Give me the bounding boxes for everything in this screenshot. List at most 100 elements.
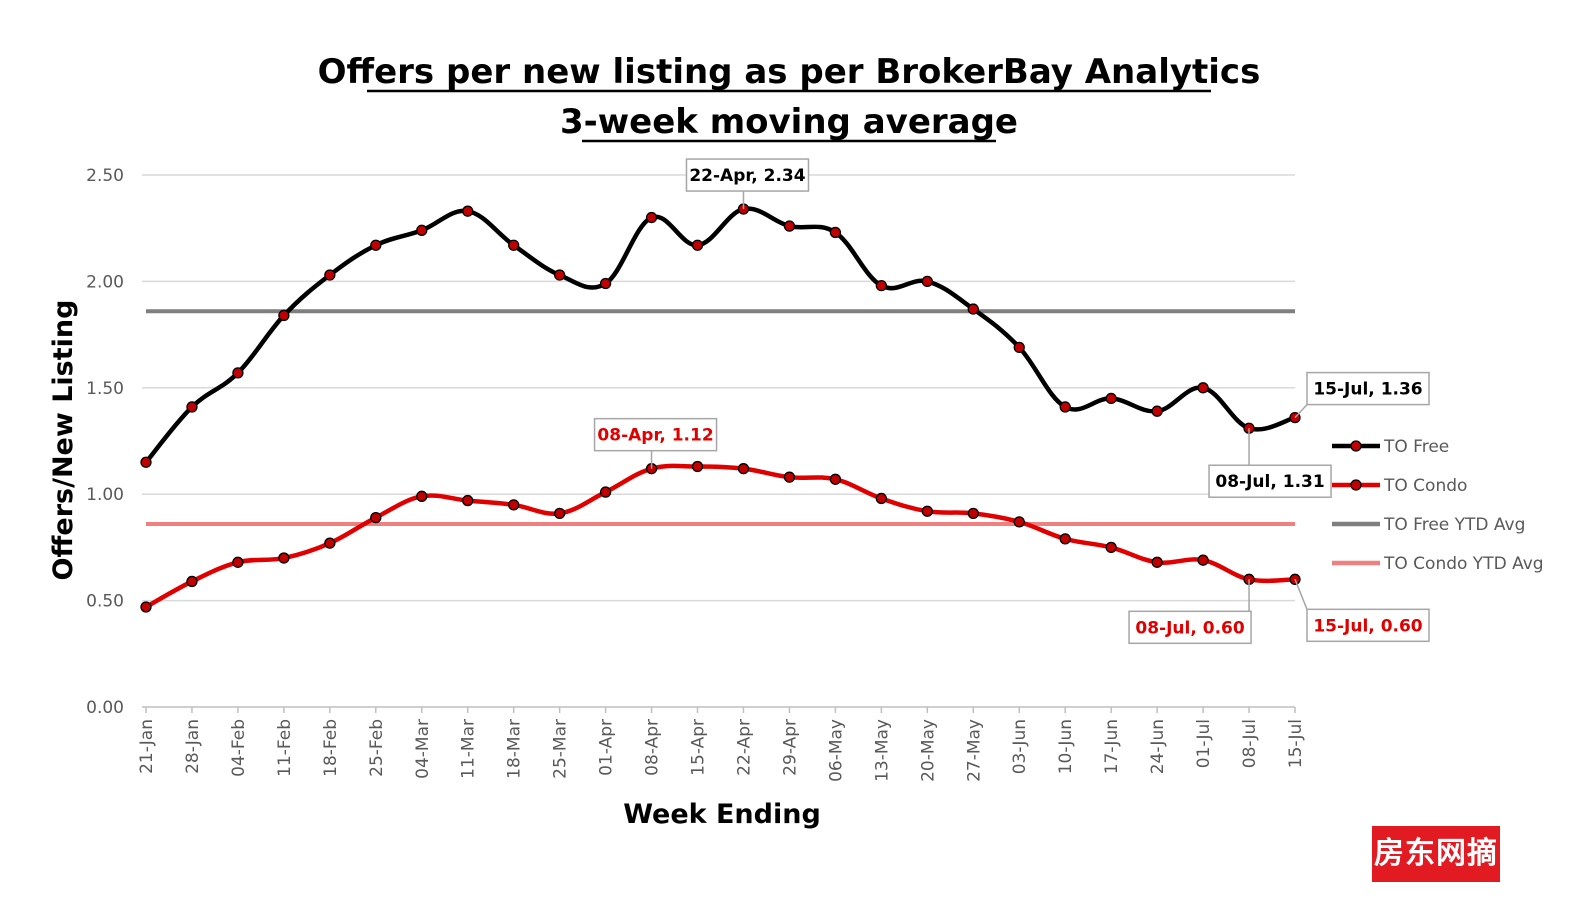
data-point [324,269,336,281]
x-tick-label: 18-Feb [321,719,341,777]
data-point [1197,554,1209,566]
x-tick-label: 20-May [918,719,938,782]
data-point [1059,401,1071,413]
x-axis-title: Week Ending [623,799,821,830]
series-points [140,203,1301,613]
callout-leader [1294,579,1308,610]
x-tick-label: 01-Jul [1194,719,1214,768]
watermark-logo: 房东网摘 [1372,826,1500,882]
data-point [737,463,750,475]
x-tick-label: 25-Mar [551,719,571,779]
x-tick-label: 15-Jul [1286,719,1306,768]
data-point [1105,541,1117,554]
data-point [875,280,888,292]
callout-box [1208,464,1332,498]
data-point [553,507,566,520]
legend-label: TO Condo [1383,476,1467,496]
data-label: 15-Jul, 1.36 [1313,380,1422,400]
gridlines [142,174,1295,708]
data-point [921,275,933,288]
x-tick-label: 04-Feb [229,719,249,777]
data-label: 08-Jul, 0.60 [1135,618,1244,638]
legend-label: TO Condo YTD Avg [1383,554,1544,574]
y-tick-label: 0.50 [86,592,124,612]
x-tick-label: 01-Apr [597,719,617,776]
data-point [186,401,198,413]
callout-box [1306,371,1430,406]
data-point [1151,556,1163,568]
data-point [1105,392,1117,405]
data-label: 08-Apr, 1.12 [597,426,713,446]
data-point [553,269,566,281]
legend-marker [1350,479,1362,491]
x-tick-label: 11-Mar [459,719,479,779]
x-tick-label: 08-Apr [643,719,663,776]
x-tick-label: 15-Apr [689,719,709,776]
data-point [416,224,428,236]
x-tick-label: 10-Jun [1056,719,1076,774]
y-tick-label: 2.00 [86,272,124,292]
x-tick-label: 03-Jun [1010,719,1030,774]
legend-marker [1350,440,1362,452]
data-point [1197,382,1209,394]
series-lines [144,206,1296,609]
data-point [278,552,290,564]
data-callouts: 22-Apr, 2.34 15-Jul, 1.36 08-Jul, 1.31 08-A… [593,158,1430,645]
x-tick-label: 28-Jan [183,719,203,774]
data-point [462,205,474,217]
callout-box [1128,610,1252,645]
data-point [1059,533,1071,545]
y-tick-label: 2.50 [86,166,124,186]
y-tick-label: 0.00 [86,698,124,718]
chart-subtitle: 3-week moving average [560,102,1018,142]
data-point [783,220,796,232]
x-tick-label: 25-Feb [367,719,387,777]
legend-label: TO Free [1383,437,1449,457]
data-point [967,507,979,520]
data-point [232,367,244,379]
data-point [186,575,198,588]
y-axis-title: Offers/New Listing [48,300,79,581]
data-point [645,211,658,224]
data-label: 15-Jul, 0.60 [1313,616,1422,636]
x-tick-label: 27-May [964,719,984,782]
legend: TO Free TO Condo TO Free YTD Avg TO Condo Y… [1332,437,1544,574]
ytd-average-lines [146,309,1295,526]
legend-label: TO Free YTD Avg [1383,515,1525,535]
data-point [1151,405,1163,417]
data-point [783,471,796,483]
x-tick-label: 11-Feb [275,719,295,777]
data-point [875,492,888,505]
series-line [144,463,1296,609]
data-point [829,473,842,485]
data-point [370,239,382,251]
data-point [921,505,933,517]
data-point [462,494,474,507]
chart-title: Offers per new listing as per BrokerBay … [318,52,1261,92]
data-label: 08-Jul, 1.31 [1215,472,1324,492]
data-point [416,490,428,502]
series-line [144,206,1296,464]
x-tick-label: 18-Mar [505,719,525,779]
data-point [140,456,152,468]
x-tick-label: 08-Jul [1240,719,1260,768]
data-point [1013,516,1025,528]
data-point [232,556,244,568]
x-tick-label: 21-Jan [137,719,157,774]
callout-box [685,158,810,192]
x-axis: 21-Jan 28-Jan 04-Feb 11-Feb 18-Feb 25-Feb 04-M… [137,707,1306,782]
data-point [1013,341,1025,354]
x-tick-label: 29-Apr [780,719,800,776]
data-point [599,486,612,498]
data-point [599,277,612,290]
y-axis-ticks: 0.00 0.50 1.00 1.50 2.00 2.50 [86,166,124,718]
data-point [278,309,290,322]
x-tick-label: 06-May [826,719,846,782]
y-tick-label: 1.50 [86,379,124,399]
data-point [508,499,520,511]
data-point [691,460,704,473]
y-tick-label: 1.00 [86,485,124,505]
data-point [324,537,336,549]
x-tick-label: 17-Jun [1102,719,1122,774]
